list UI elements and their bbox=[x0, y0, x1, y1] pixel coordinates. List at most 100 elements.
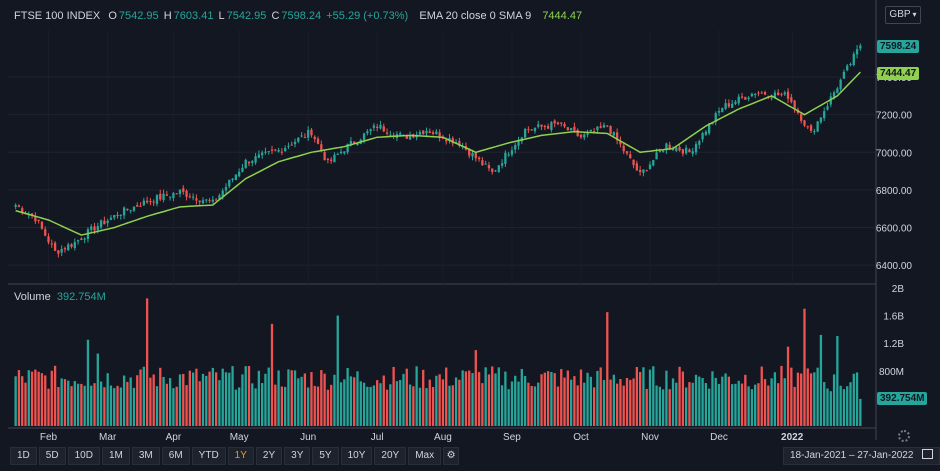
candle-body bbox=[786, 91, 790, 99]
candle-body bbox=[178, 189, 182, 195]
candle-body bbox=[829, 96, 832, 105]
candle-body bbox=[734, 101, 737, 104]
volume-tick-label: 800M bbox=[879, 367, 904, 378]
volume-bar bbox=[550, 371, 553, 426]
range-button-6m[interactable]: 6M bbox=[161, 447, 190, 465]
volume-bar bbox=[201, 373, 205, 426]
volume-bar bbox=[471, 373, 474, 426]
candle-body bbox=[859, 45, 862, 49]
volume-bar bbox=[336, 315, 339, 426]
volume-bar bbox=[293, 370, 297, 426]
range-button-5y[interactable]: 5Y bbox=[312, 447, 339, 465]
candle-body bbox=[73, 242, 76, 248]
candle-body bbox=[175, 193, 178, 195]
candle-body bbox=[70, 244, 73, 247]
range-button-10y[interactable]: 10Y bbox=[340, 447, 373, 465]
volume-bar bbox=[602, 380, 606, 426]
volume-bar bbox=[586, 372, 589, 426]
volume-bar bbox=[431, 386, 435, 426]
volume-bar bbox=[205, 375, 208, 426]
candle-body bbox=[50, 243, 53, 245]
candle-body bbox=[704, 131, 708, 135]
candle-body bbox=[691, 151, 694, 154]
candle-body bbox=[44, 229, 47, 236]
candle-body bbox=[468, 149, 471, 156]
range-button-10d[interactable]: 10D bbox=[67, 447, 100, 465]
range-button-max[interactable]: Max bbox=[408, 447, 442, 465]
volume-bar bbox=[99, 381, 103, 426]
candle-body bbox=[251, 161, 254, 163]
volume-bar bbox=[629, 379, 632, 426]
volume-bar bbox=[448, 385, 451, 426]
volume-bar bbox=[678, 366, 681, 426]
volume-bar bbox=[17, 370, 21, 426]
range-button-1m[interactable]: 1M bbox=[101, 447, 130, 465]
volume-bar bbox=[694, 374, 698, 426]
currency-button[interactable]: GBP ▾ bbox=[885, 6, 921, 24]
candle-body bbox=[783, 92, 786, 95]
volume-bar bbox=[757, 383, 760, 426]
candle-body bbox=[563, 123, 566, 127]
legend-indicator-value: 7444.47 bbox=[542, 10, 583, 22]
volume-bar bbox=[37, 371, 40, 426]
candle-body bbox=[445, 139, 448, 142]
candle-body bbox=[642, 169, 645, 173]
volume-bar bbox=[300, 376, 303, 426]
volume-bar bbox=[57, 387, 60, 426]
candle-body bbox=[527, 129, 530, 131]
volume-bar bbox=[458, 379, 461, 426]
candle-body bbox=[17, 205, 21, 207]
volume-bar bbox=[106, 373, 109, 426]
volume-bar bbox=[523, 376, 527, 426]
candle-body bbox=[231, 178, 234, 180]
calendar-icon[interactable] bbox=[922, 449, 934, 459]
price-tick-label: 6800.00 bbox=[876, 186, 913, 197]
volume-bar bbox=[681, 371, 685, 426]
candle-body bbox=[224, 186, 228, 191]
time-tick-label: Sep bbox=[503, 432, 521, 443]
volume-bar bbox=[642, 367, 645, 426]
range-button-2y[interactable]: 2Y bbox=[255, 447, 283, 465]
volume-bar bbox=[760, 366, 763, 426]
volume-bar bbox=[813, 372, 816, 426]
range-button-5d[interactable]: 5D bbox=[38, 447, 66, 465]
candle-body bbox=[763, 92, 767, 95]
volume-bar bbox=[165, 383, 168, 426]
candle-body bbox=[836, 88, 839, 94]
candle-body bbox=[208, 200, 211, 202]
candle-body bbox=[806, 126, 809, 128]
price-tick-label: 7200.00 bbox=[876, 111, 913, 122]
candle-body bbox=[491, 168, 494, 172]
range-button-3m[interactable]: 3M bbox=[131, 447, 160, 465]
candle-body bbox=[622, 145, 625, 152]
volume-bar bbox=[270, 323, 274, 426]
gear-icon[interactable]: ⚙ bbox=[443, 447, 460, 465]
volume-bar bbox=[379, 383, 382, 426]
range-button-1d[interactable]: 1D bbox=[10, 447, 37, 465]
range-button-20y[interactable]: 20Y bbox=[374, 447, 407, 465]
candle-body bbox=[303, 137, 307, 139]
candle-body bbox=[569, 128, 573, 131]
candle-body bbox=[60, 248, 63, 253]
candle-body bbox=[93, 226, 96, 231]
volume-bar bbox=[711, 371, 714, 426]
volume-bar bbox=[369, 386, 372, 426]
candle-body bbox=[790, 97, 793, 102]
candle-body bbox=[717, 110, 721, 113]
volume-bar bbox=[731, 384, 734, 426]
candle-body bbox=[241, 167, 244, 172]
range-button-1y[interactable]: 1Y bbox=[227, 447, 254, 465]
date-range[interactable]: 18-Jan-2021 – 27-Jan-2022 bbox=[783, 447, 940, 465]
price-legend: FTSE 100 INDEX O 7542.95 H 7603.41 L 7542.9… bbox=[14, 10, 584, 22]
candle-body bbox=[408, 135, 412, 140]
settings-icon[interactable] bbox=[898, 430, 910, 442]
range-button-ytd[interactable]: YTD bbox=[191, 447, 226, 465]
candle-body bbox=[425, 130, 428, 134]
volume-bar bbox=[129, 377, 132, 426]
volume-bar bbox=[441, 379, 445, 426]
candle-body bbox=[290, 144, 293, 146]
range-button-3y[interactable]: 3Y bbox=[284, 447, 311, 465]
candle-body bbox=[356, 143, 359, 146]
